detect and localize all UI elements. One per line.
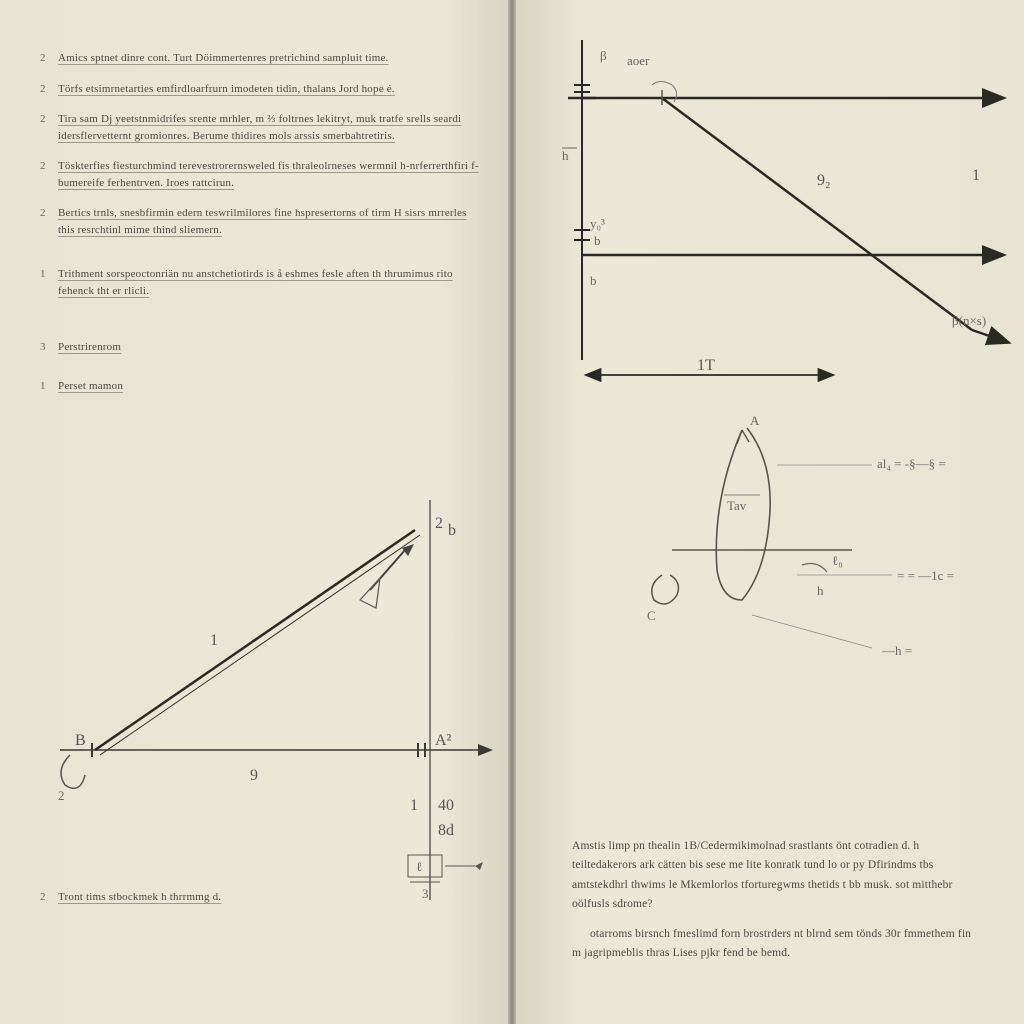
list-item: 1 Perset mamon [40, 378, 482, 395]
item-text: Trithment sorspeoctonriän nu anstchetiot… [58, 266, 482, 299]
item-text: Tront tims stbockmek h thrrmmg d. [58, 889, 312, 906]
item-number: 2 [40, 205, 58, 222]
vertex-b-label: B [75, 732, 86, 749]
paragraph-block: Amstis limp pn thealin 1B/Cedermikimolna… [572, 837, 974, 964]
base-label: 9 [250, 767, 258, 784]
left-page: 2 Amics sptnet dinre cont. Turt Döimmert… [0, 0, 512, 1024]
list-item: 2 Amics sptnet dinre cont. Turt Döimmert… [40, 50, 482, 67]
triangle-diagram: 2 b 1 B A² 9 2 1 40 8d ℓ 3 [30, 500, 500, 900]
below-2: 40 [438, 797, 454, 814]
item-number: 2 [40, 50, 58, 67]
svg-text:b: b [590, 273, 597, 288]
list-item: 2 Bertics trnls, snesbfirmin edern teswr… [40, 205, 482, 238]
inner-label: Tav [727, 498, 747, 513]
item-number: 3 [40, 339, 58, 356]
curl-left: C [647, 608, 656, 623]
right-b: h [817, 583, 824, 598]
list-item: 3 Perstrirenrom [40, 339, 482, 356]
right-a: ℓ₀ [832, 553, 843, 568]
list-item: 1 Trithment sorspeoctonriän nu anstcheti… [40, 266, 482, 299]
coord-diagram: β aoer h y₀³ b 9₂ 1 1T β(n×s) b [532, 30, 1012, 400]
book-spine [508, 0, 516, 1024]
apex-label: 2 [435, 515, 443, 532]
top-point: A [750, 413, 760, 428]
right-eq: = = —1c = [897, 568, 954, 583]
item-text: Perstrirenrom [58, 339, 482, 356]
below-1: 1 [410, 797, 418, 814]
item-text: Törfs etsimrnetarties emfirdloarfrurn im… [58, 81, 482, 98]
item-number: 2 [40, 81, 58, 98]
mid-y-label: y₀³ [590, 216, 605, 231]
right-label: 1 [972, 167, 980, 184]
svg-text:b: b [448, 522, 456, 539]
item-number: 2 [40, 111, 58, 128]
item-number: 1 [40, 266, 58, 283]
baseline-label: 1T [697, 357, 715, 374]
list-item: 2 Törfs etsimrnetarties emfirdloarfrurn … [40, 81, 482, 98]
paragraph-1: Amstis limp pn thealin 1B/Cedermikimolna… [572, 837, 974, 915]
item-text: Amics sptnet dinre cont. Turt Döimmerten… [58, 50, 482, 67]
formula-right: al₄ = -§—§ = [877, 456, 946, 471]
y-tick-label: h [562, 148, 569, 163]
curl-label: 2 [58, 788, 65, 803]
bottom-tail: —h = [881, 643, 912, 658]
paragraph-2: otarroms birsnch fmeslimd forn brostrder… [572, 925, 974, 964]
sketch-diagram: A al₄ = -§—§ = Tav C ℓ₀ h = = —1c = —h = [592, 400, 1012, 680]
edge-label: β(n×s) [952, 313, 986, 328]
right-page: β aoer h y₀³ b 9₂ 1 1T β(n×s) b A al₄ = … [512, 0, 1024, 1024]
item-text: Töskterfies fiesturchmind terevestrorern… [58, 158, 482, 191]
item-number: 2 [40, 158, 58, 175]
item-text: Perset mamon [58, 378, 482, 395]
item-text: Bertics trnls, snesbfirmin edern teswril… [58, 205, 482, 238]
item-number: 1 [40, 378, 58, 395]
bottom-box: ℓ [416, 859, 422, 874]
origin-label: β [600, 48, 607, 63]
mid-y-sub: b [594, 233, 601, 248]
list-item: 2 Tira sam Dj yeetstnmidrifes srente mrh… [40, 111, 482, 144]
below-3: 8d [438, 822, 454, 839]
bottom-frac: 3 [422, 886, 429, 900]
side-label: 1 [210, 632, 218, 649]
top-curve-label: aoer [627, 53, 650, 68]
item-text: Tira sam Dj yeetstnmidrifes srente mrhle… [58, 111, 482, 144]
vertex-a-label: A² [435, 732, 452, 749]
list-item: 2 Tront tims stbockmek h thrrmmg d. [40, 889, 312, 906]
list-item: 2 Töskterfies fiesturchmind terevestrore… [40, 158, 482, 191]
angle-label: 9₂ [817, 172, 831, 189]
item-number: 2 [40, 889, 58, 906]
